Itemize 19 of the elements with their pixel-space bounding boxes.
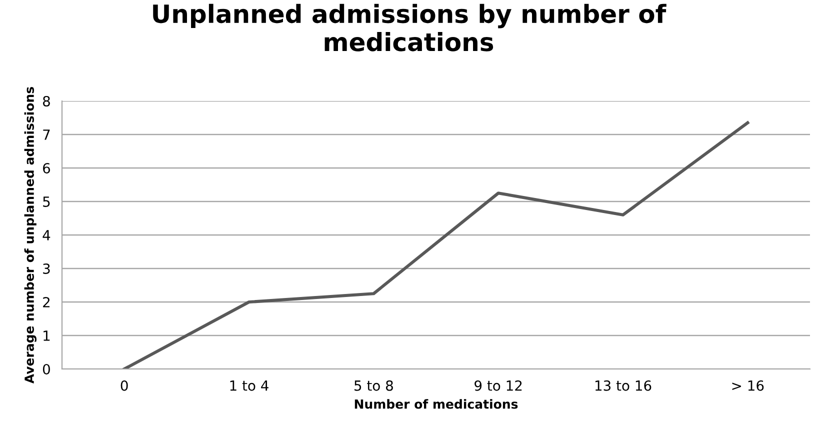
x-tick-label: 13 to 16	[595, 380, 652, 391]
y-tick-label: 0	[42, 364, 50, 374]
y-tick-label: 5	[43, 196, 50, 207]
y-tick-label: 7	[43, 130, 50, 140]
x-tick-label: 1 to 4	[230, 380, 268, 391]
y-tick-label: 2	[43, 296, 50, 308]
x-tick-label: > 16	[732, 380, 764, 391]
x-tick-label: 0	[120, 380, 128, 391]
y-tick-label: 3	[43, 263, 50, 274]
y-tick-label: 6	[43, 162, 50, 174]
y-tick-label: 8	[42, 96, 50, 106]
x-tick-label: 5 to 8	[354, 380, 393, 391]
y-axis-title: Average number of unplanned admissions	[24, 86, 36, 384]
chart-title: Unplanned admissions by number of medications	[153, 4, 666, 52]
x-tick-label: 9 to 12	[474, 380, 522, 391]
y-tick-label: 1	[44, 330, 50, 341]
y-tick-label: 4	[42, 230, 50, 240]
x-axis-title: Number of medications	[354, 399, 518, 409]
line-series	[122, 121, 750, 369]
